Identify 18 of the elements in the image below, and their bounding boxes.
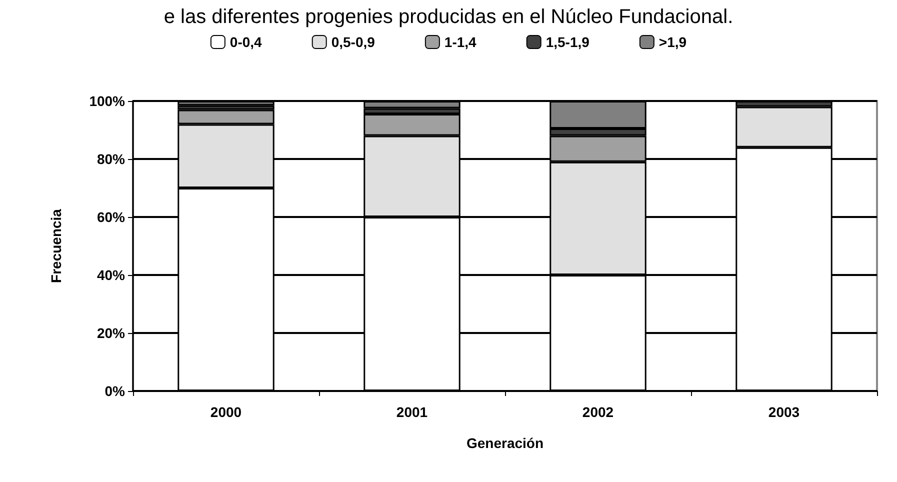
x-tick-label: 2000 [210,404,242,420]
x-tick-label: 2001 [396,404,428,420]
y-tick-label: 100% [89,93,126,109]
y-tick-label: 20% [96,325,126,341]
x-tick-label: 2002 [582,404,614,420]
legend-label: 0-0,4 [230,34,262,50]
y-tick-label: 0% [104,383,126,399]
y-axis-title: Frecuencia [48,208,64,283]
chart-title: e las diferentes progenies producidas en el Núcleo Fundacional. [164,6,734,28]
x-tick-label: 2003 [768,404,800,420]
y-tick-label: 80% [96,151,126,167]
legend-label: 1-1,4 [444,34,477,50]
legend-label: 0,5-0,9 [331,34,376,50]
y-tick-label: 40% [96,267,126,283]
legend-label: >1,9 [658,34,687,50]
x-axis-title: Generación [466,435,544,451]
legend-label: 1,5-1,9 [546,34,590,50]
y-tick-label: 60% [96,209,126,225]
